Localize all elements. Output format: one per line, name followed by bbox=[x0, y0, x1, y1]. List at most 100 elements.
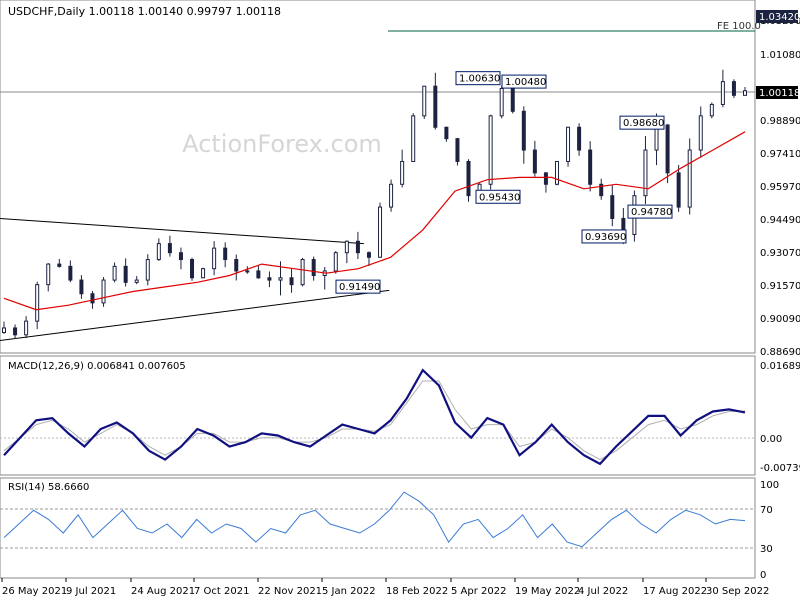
rsi-tick: 100 bbox=[760, 480, 779, 491]
level-annotation-box bbox=[455, 71, 501, 86]
price-tick: 0.95970 bbox=[760, 182, 800, 193]
candle-body bbox=[178, 252, 183, 261]
candle-body bbox=[101, 279, 106, 304]
level-annotation-box bbox=[581, 229, 627, 244]
price-tick: 0.97410 bbox=[760, 149, 800, 160]
macd-title: MACD(12,26,9) 0.006841 0.007605 bbox=[8, 361, 186, 372]
level-annotation: 0.91490 bbox=[335, 279, 381, 294]
candle-body bbox=[223, 247, 228, 261]
price-tick: 0.91570 bbox=[760, 281, 800, 292]
candle-body bbox=[599, 183, 604, 197]
current-price-badge-text: 1.00118 bbox=[759, 88, 800, 99]
candle-body bbox=[488, 115, 493, 185]
candle-body bbox=[46, 263, 51, 286]
chart-header: USDCHF,Daily 1.00118 1.00140 0.99797 1.0… bbox=[8, 5, 281, 18]
level-annotation: 1.00480 bbox=[501, 74, 547, 89]
price-y-axis: 1.03290 1.01080 0.98890 0.97410 0.95970 … bbox=[760, 16, 800, 358]
price-tick: 0.98890 bbox=[760, 116, 800, 127]
macd-tick: 0.00 bbox=[760, 434, 782, 445]
candle-body bbox=[378, 206, 383, 258]
level-annotation-box bbox=[627, 204, 673, 219]
candle-body bbox=[300, 259, 305, 286]
candle-body bbox=[510, 87, 515, 112]
candle-body bbox=[709, 103, 714, 117]
price-tick: 0.93070 bbox=[760, 248, 800, 259]
candle-body bbox=[389, 183, 394, 208]
candle-body bbox=[68, 265, 73, 281]
candle-body bbox=[355, 240, 360, 254]
fe-level-label: FE 100.0 bbox=[717, 21, 761, 32]
candle-body bbox=[190, 259, 195, 279]
watermark-text: ActionForex.com bbox=[182, 130, 382, 158]
rsi-tick: 30 bbox=[760, 544, 773, 555]
fe-badge-text: 1.03420 bbox=[759, 12, 800, 23]
trendline bbox=[0, 217, 364, 245]
x-tick-label: 17 Aug 2022 bbox=[643, 586, 707, 597]
candle-body bbox=[234, 259, 239, 272]
level-annotation-text: 1.00480 bbox=[505, 77, 546, 88]
level-annotation-box bbox=[619, 115, 665, 130]
candle-body bbox=[35, 284, 40, 322]
rsi-line bbox=[3, 491, 746, 548]
rsi-panel bbox=[0, 477, 756, 579]
x-tick-label: 24 Aug 2021 bbox=[131, 586, 195, 597]
candle-body bbox=[532, 149, 537, 174]
candle-body bbox=[344, 240, 349, 254]
rsi-title: RSI(14) 58.6660 bbox=[8, 482, 89, 493]
candle-body bbox=[444, 126, 449, 140]
x-tick-label: 30 Sep 2022 bbox=[706, 586, 769, 597]
candle-body bbox=[112, 265, 117, 281]
level-annotation: 0.94780 bbox=[627, 204, 673, 219]
candle-body bbox=[2, 327, 6, 334]
macd-tick: -0.007393 bbox=[760, 463, 800, 474]
candle-body bbox=[698, 115, 703, 151]
level-annotation: 0.93690 bbox=[581, 229, 627, 244]
macd-lines bbox=[3, 368, 746, 466]
trendline bbox=[0, 289, 390, 342]
candle-body bbox=[24, 320, 29, 336]
x-tick-label: 26 May 2021 bbox=[2, 586, 67, 597]
candle-body bbox=[267, 277, 272, 281]
level-annotation-box bbox=[335, 279, 381, 294]
candle-body bbox=[687, 149, 692, 208]
candle-body bbox=[278, 277, 283, 281]
current-price-badge: 1.00118 bbox=[756, 86, 800, 99]
level-annotation-text: 0.93690 bbox=[585, 232, 626, 243]
level-annotation-text: 0.91490 bbox=[339, 282, 380, 293]
candle-body bbox=[13, 327, 18, 336]
candle-body bbox=[311, 259, 316, 277]
candle-body bbox=[57, 263, 62, 267]
candle-body bbox=[676, 172, 681, 208]
level-annotation-text: 1.00630 bbox=[459, 74, 500, 85]
candle-body bbox=[743, 90, 747, 96]
level-annotation-text: 0.95430 bbox=[479, 192, 520, 203]
candle-body bbox=[643, 149, 648, 197]
price-tick: 1.01080 bbox=[760, 50, 800, 61]
candle-body bbox=[577, 126, 582, 151]
level-annotation-box bbox=[475, 189, 521, 204]
candle-body bbox=[90, 293, 95, 304]
x-tick-label: 5 Apr 2022 bbox=[451, 586, 506, 597]
candle-body bbox=[333, 252, 338, 272]
price-tick: 0.94490 bbox=[760, 215, 800, 226]
candle-body bbox=[521, 110, 526, 151]
candle-body bbox=[79, 279, 84, 295]
candle-body bbox=[543, 172, 548, 185]
level-annotation-text: 0.94780 bbox=[631, 207, 672, 218]
candle-body bbox=[212, 247, 217, 270]
level-annotation: 0.95430 bbox=[475, 189, 521, 204]
candle-body bbox=[566, 126, 571, 162]
candle-body bbox=[134, 279, 139, 283]
rsi-tick: 70 bbox=[760, 505, 773, 516]
candle-body bbox=[588, 149, 593, 185]
candle-body bbox=[256, 270, 261, 279]
level-annotation: 1.00630 bbox=[455, 71, 501, 86]
candle-body bbox=[665, 124, 670, 174]
candle-body bbox=[433, 85, 438, 128]
candle-body bbox=[167, 243, 172, 254]
price-tick: 0.90090 bbox=[760, 314, 800, 325]
level-annotation-text: 0.98680 bbox=[623, 118, 664, 129]
price-panel bbox=[0, 0, 756, 354]
candle-body bbox=[201, 268, 206, 279]
